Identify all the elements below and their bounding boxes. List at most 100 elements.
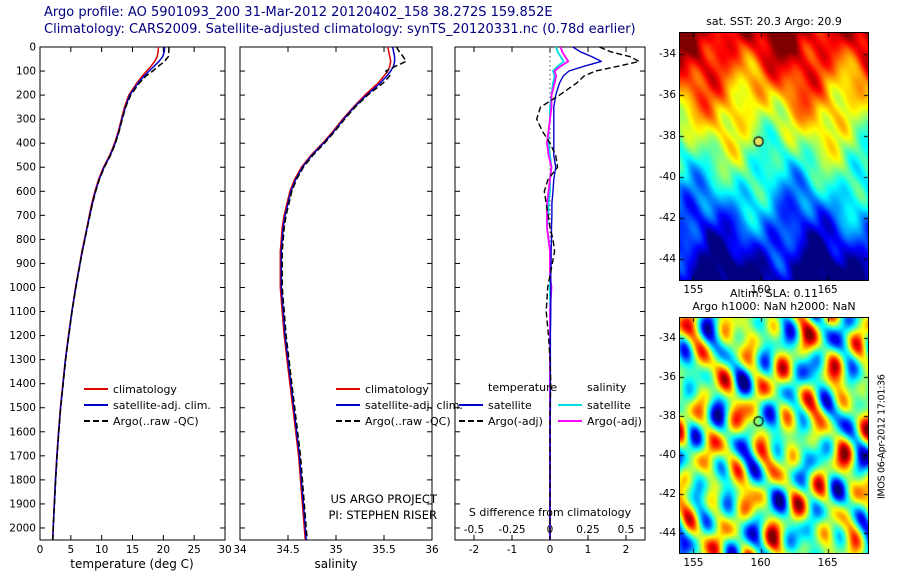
salinity-panel-legend: climatology satellite-adj. clim. Argo(..… bbox=[336, 381, 463, 429]
sst-map-title: sat. SST: 20.3 Argo: 20.9 bbox=[706, 15, 842, 28]
pi-note: PI: STEPHEN RISER bbox=[328, 508, 438, 522]
x-tick-label: -1 bbox=[507, 544, 517, 556]
s-satellite-line-sample bbox=[558, 404, 582, 406]
sla-map-canvas bbox=[679, 317, 869, 554]
depth-tick-label: 400 bbox=[16, 138, 36, 150]
profile-line bbox=[549, 46, 602, 540]
legend-label: Argo(..raw -QC) bbox=[365, 414, 451, 428]
x-tick-label: 2 bbox=[623, 544, 630, 556]
map-longitude-tick-label: 160 bbox=[750, 284, 771, 296]
profile-line bbox=[279, 46, 392, 541]
s-tick-label: -0.25 bbox=[498, 524, 525, 536]
map-latitude-tick-label: -34 bbox=[658, 331, 676, 344]
x-tick-label: 5 bbox=[67, 544, 74, 556]
x-tick-label: 30 bbox=[218, 544, 231, 556]
legend-item: satellite bbox=[459, 397, 557, 413]
map-latitude-tick-label: -34 bbox=[658, 47, 676, 60]
legend-item: satellite-adj. clim. bbox=[336, 397, 463, 413]
x-tick-label: -2 bbox=[469, 544, 479, 556]
depth-tick-label: 1600 bbox=[9, 426, 36, 438]
profile-line bbox=[52, 46, 166, 541]
profile-line bbox=[280, 46, 396, 541]
legend-item: Argo(-adj) bbox=[459, 413, 557, 429]
depth-tick-label: 1900 bbox=[9, 498, 36, 510]
depth-tick-label: 600 bbox=[16, 186, 36, 198]
x-tick-label: 10 bbox=[95, 544, 108, 556]
depth-tick-label: 800 bbox=[16, 234, 36, 246]
depth-tick-label: 1000 bbox=[9, 282, 36, 294]
creation-timestamp: IMOS 06-Apr-2012 17:01:36 bbox=[876, 374, 888, 499]
map-latitude-tick-label: -38 bbox=[658, 129, 676, 142]
x-tick-label: 1 bbox=[585, 544, 592, 556]
map-longitude-tick-label: 160 bbox=[750, 557, 771, 569]
s-tick-label: -0.5 bbox=[464, 524, 485, 536]
map-latitude-tick-label: -40 bbox=[658, 449, 676, 462]
project-note: US ARGO PROJECT bbox=[330, 492, 437, 506]
depth-tick-label: 200 bbox=[16, 90, 36, 102]
plot-box bbox=[39, 46, 226, 541]
s-tick-label: 0.5 bbox=[618, 524, 635, 536]
depth-tick-label: 100 bbox=[16, 66, 36, 78]
legend-item: Argo(-adj) bbox=[558, 413, 642, 429]
profile-line bbox=[52, 46, 170, 541]
profile-plots-svg: 0 5 10 15 20 25 300100200300400500600700800900… bbox=[9, 42, 646, 556]
temperature-panel-legend: climatology satellite-adj. clim. Argo(..… bbox=[84, 381, 211, 429]
t-satellite-line-sample bbox=[459, 404, 483, 406]
x-tick-label: 34.5 bbox=[276, 544, 299, 556]
x-tick-label: 34 bbox=[233, 544, 247, 556]
s-argo-adj-line-sample bbox=[558, 420, 582, 422]
x-tick-label: 15 bbox=[126, 544, 139, 556]
t-argo-adj-line-sample bbox=[459, 420, 483, 422]
legend-label: Argo(..raw -QC) bbox=[113, 414, 199, 428]
depth-tick-label: 0 bbox=[29, 42, 36, 54]
argo-raw-line-sample bbox=[336, 420, 360, 422]
map-latitude-tick-label: -38 bbox=[658, 409, 676, 422]
difference-legend-salinity-column: salinity satellite Argo(-adj) bbox=[558, 381, 642, 429]
x-tick-label: 35 bbox=[329, 544, 342, 556]
legend-item: Argo(..raw -QC) bbox=[84, 413, 211, 429]
map-longitude-tick-label: 165 bbox=[817, 284, 838, 296]
depth-tick-label: 700 bbox=[16, 210, 36, 222]
map-latitude-tick-label: -36 bbox=[658, 88, 676, 101]
map-longitude-tick-label: 155 bbox=[683, 557, 704, 569]
satellite-adj-line-sample bbox=[84, 404, 108, 406]
legend-label: satellite bbox=[587, 398, 631, 412]
profile-line bbox=[281, 46, 407, 541]
argo-raw-line-sample bbox=[84, 420, 108, 422]
legend-item: climatology bbox=[336, 381, 463, 397]
figure-title-line1: Argo profile: AO 5901093_200 31-Mar-2012… bbox=[44, 5, 553, 20]
map-longitude-tick-label: 155 bbox=[683, 284, 704, 296]
legend-label: climatology bbox=[365, 382, 429, 396]
legend-label: Argo(-adj) bbox=[587, 414, 642, 428]
depth-tick-label: 500 bbox=[16, 162, 36, 174]
x-tick-label: 0 bbox=[37, 544, 44, 556]
sla-map-subtitle: Argo h1000: NaN h2000: NaN bbox=[692, 300, 856, 313]
map-latitude-tick-label: -40 bbox=[658, 171, 676, 184]
profile-line bbox=[536, 46, 640, 540]
x-tick-label: 36 bbox=[425, 544, 439, 556]
x-tick-label: 0 bbox=[547, 544, 554, 556]
map-latitude-tick-label: -42 bbox=[658, 488, 676, 501]
depth-tick-label: 1100 bbox=[9, 306, 36, 318]
legend-item: satellite bbox=[558, 397, 642, 413]
x-tick-label: 35.5 bbox=[372, 544, 395, 556]
depth-tick-label: 1800 bbox=[9, 474, 36, 486]
map-latitude-tick-label: -44 bbox=[658, 253, 676, 266]
salinity-axis-label: salinity bbox=[314, 557, 358, 571]
legend-item: climatology bbox=[84, 381, 211, 397]
map-latitude-tick-label: -36 bbox=[658, 370, 676, 383]
depth-tick-label: 2000 bbox=[9, 522, 36, 534]
legend-label: Argo(-adj) bbox=[488, 414, 543, 428]
depth-tick-label: 300 bbox=[16, 114, 36, 126]
satellite-adj-line-sample bbox=[336, 404, 360, 406]
legend-label: satellite-adj. clim. bbox=[113, 398, 211, 412]
depth-tick-label: 1200 bbox=[9, 330, 36, 342]
x-tick-label: 25 bbox=[187, 544, 200, 556]
legend-item: Argo(..raw -QC) bbox=[336, 413, 463, 429]
map-latitude-tick-label: -42 bbox=[658, 212, 676, 225]
legend-item: satellite-adj. clim. bbox=[84, 397, 211, 413]
depth-tick-label: 1500 bbox=[9, 402, 36, 414]
x-tick-label: 20 bbox=[157, 544, 170, 556]
difference-legend-temperature-column: temperature satellite Argo(-adj) bbox=[459, 381, 557, 429]
